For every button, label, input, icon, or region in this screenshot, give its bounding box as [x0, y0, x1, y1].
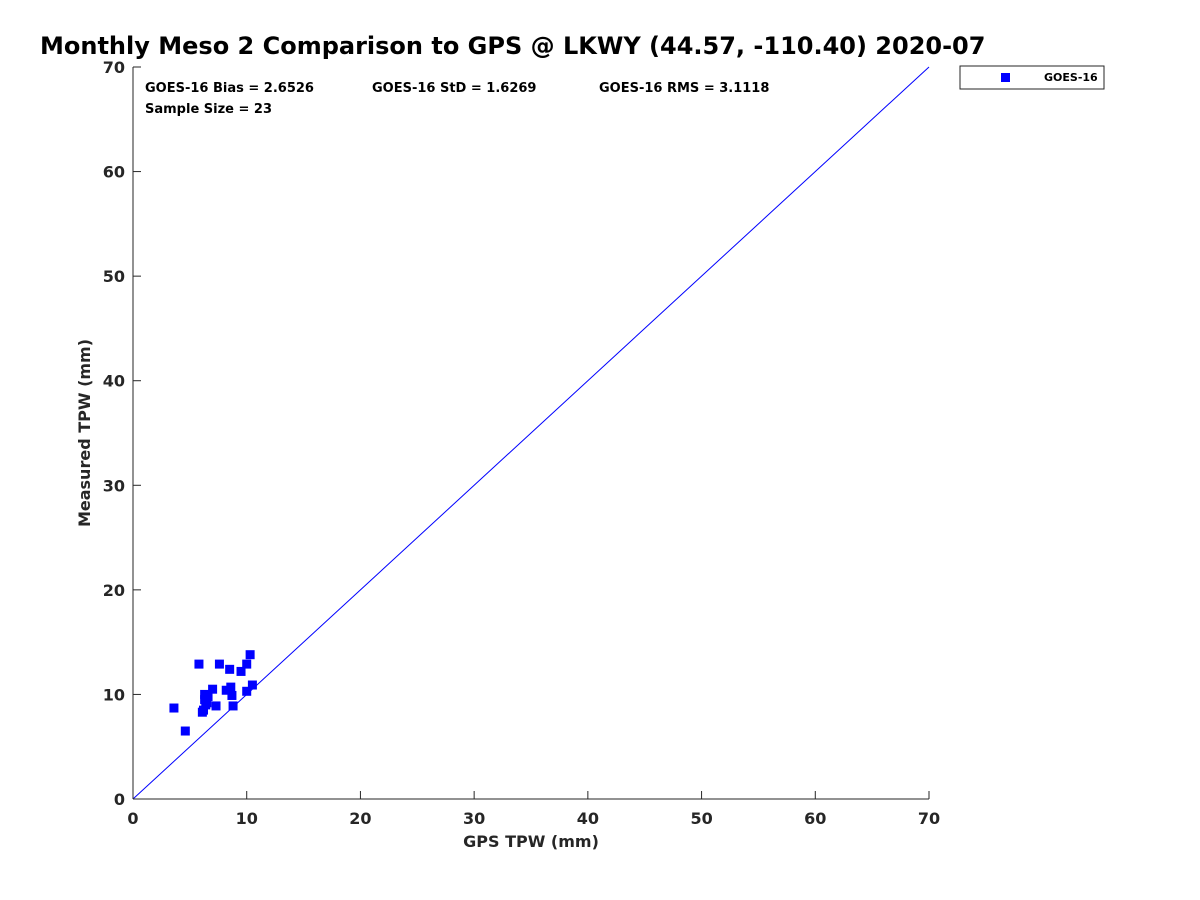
data-point-square: [227, 690, 237, 700]
y-ticks: 0 10 20 30 40 50 60 70: [103, 58, 141, 809]
data-point-square: [208, 684, 218, 694]
data-point-square: [214, 659, 224, 669]
y-tick-label: 30: [103, 476, 125, 495]
one-to-one-line: [132, 66, 930, 800]
y-tick-label: 70: [103, 58, 125, 77]
y-tick-label: 50: [103, 267, 125, 286]
legend-label: GOES-16: [1044, 71, 1098, 84]
data-point-square: [169, 703, 179, 713]
data-point-square: [226, 682, 236, 692]
y-tick-label: 20: [103, 581, 125, 600]
y-axis-label: Measured TPW (mm): [75, 339, 94, 527]
data-point-square: [247, 680, 257, 690]
data-point-square: [199, 705, 209, 715]
x-axis-label: GPS TPW (mm): [463, 832, 599, 851]
data-points: [169, 650, 257, 736]
legend-box: [959, 65, 1105, 90]
x-tick-label: 70: [918, 809, 940, 828]
x-tick-label: 60: [804, 809, 826, 828]
x-tick-label: 40: [577, 809, 599, 828]
data-point-square: [228, 701, 238, 711]
x-tick-label: 30: [463, 809, 485, 828]
x-ticks: 0 10 20 30 40 50 60 70: [127, 791, 940, 828]
chart-title: Monthly Meso 2 Comparison to GPS @ LKWY …: [40, 32, 985, 60]
legend-marker-square-icon: [1001, 73, 1010, 82]
data-point-square: [203, 692, 213, 702]
y-tick-label: 60: [103, 163, 125, 182]
stat-rms: GOES-16 RMS = 3.1118: [599, 81, 769, 96]
data-point-square: [236, 666, 246, 676]
x-tick-label: 20: [349, 809, 371, 828]
stat-std: GOES-16 StD = 1.6269: [372, 81, 536, 96]
data-point-square: [242, 686, 252, 696]
x-tick-label: 50: [690, 809, 712, 828]
data-point-square: [194, 659, 204, 669]
data-point-square: [180, 726, 190, 736]
data-point-square: [225, 664, 235, 674]
y-tick-label: 0: [114, 790, 125, 809]
data-point-square: [201, 700, 211, 710]
data-point-square: [221, 685, 231, 695]
y-tick-label: 10: [103, 685, 125, 704]
stat-sample-size: Sample Size = 23: [145, 102, 272, 117]
x-tick-label: 0: [127, 809, 138, 828]
stat-bias: GOES-16 Bias = 2.6526: [145, 81, 314, 96]
data-point-square: [242, 659, 252, 669]
data-point-square: [245, 650, 255, 660]
data-point-square: [211, 701, 221, 711]
y-tick-label: 40: [103, 372, 125, 391]
x-tick-label: 10: [236, 809, 258, 828]
legend: GOES-16: [959, 65, 1105, 90]
